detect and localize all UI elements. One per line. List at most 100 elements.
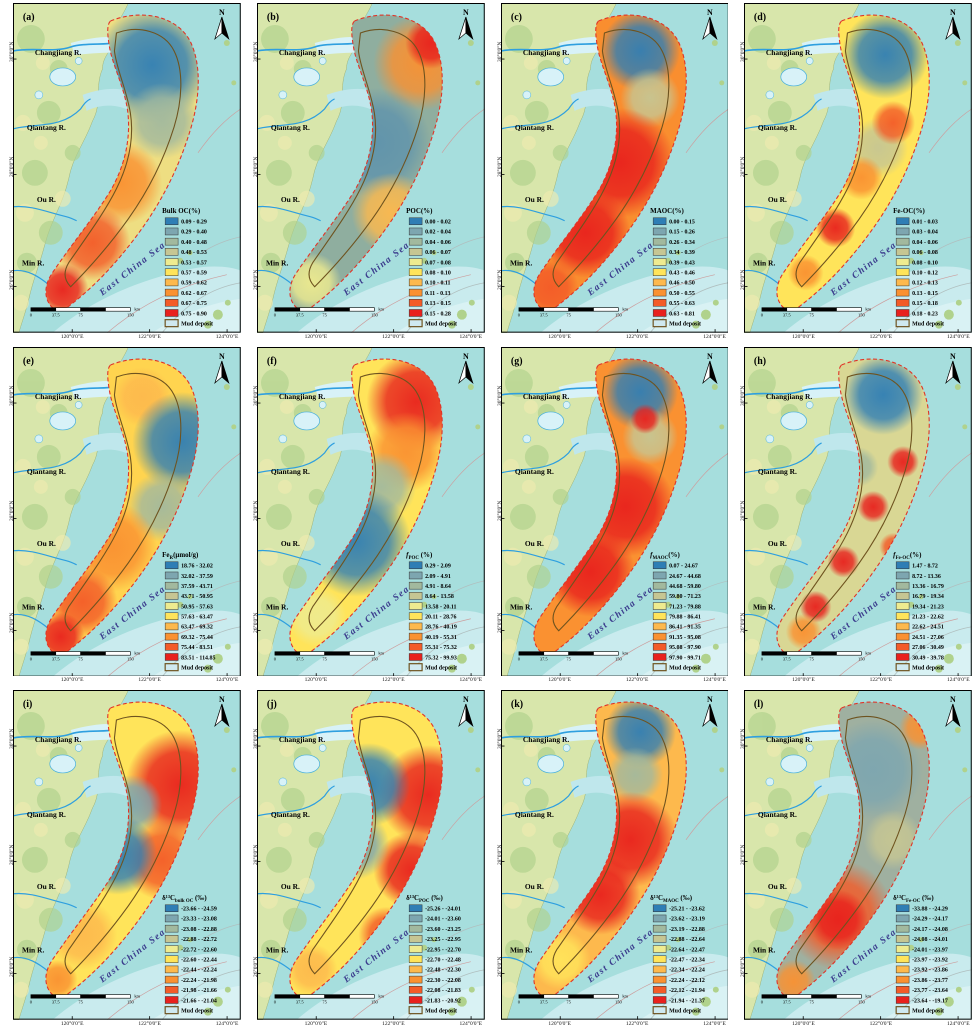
- lake: [806, 400, 814, 409]
- y-axis-ticks: 30°0'0"N 28°0'0"N 26°0'0"N: [0, 690, 15, 1020]
- taihu-lake: [293, 754, 320, 774]
- legend-label: 0.10 - 0.11: [425, 281, 450, 287]
- river-label: Changjiang R.: [279, 735, 326, 744]
- island: [944, 653, 955, 664]
- legend-title: fPOC (%): [406, 550, 433, 560]
- legend-swatch: [896, 945, 910, 954]
- legend-label: -22.24 - -21.98: [181, 978, 217, 984]
- island: [203, 320, 212, 329]
- river-label: Changjiang R.: [766, 735, 813, 744]
- map-frame: [13, 690, 241, 1020]
- panel-letter: (a): [23, 12, 35, 23]
- legend-swatch: [164, 965, 179, 974]
- north-arrow-icon: N: [457, 8, 474, 41]
- scale-bar-tick: 75: [566, 656, 571, 661]
- river-label: Ou R.: [768, 195, 787, 204]
- legend-swatch: [896, 571, 910, 579]
- legend-label: -22.60 - -22.44: [181, 958, 217, 964]
- legend-label: 4.91 - 8.64: [425, 584, 451, 590]
- legend-label: -23.97 - -23.92: [912, 958, 948, 964]
- legend-label: 0.07 - 24.67: [669, 563, 698, 569]
- map-panel-d: (d) N Changjiang R. Qiantang R. Ou R. Min R. E…: [731, 0, 975, 344]
- ou-river: [13, 205, 77, 222]
- river-label: Qiantang R.: [271, 123, 310, 132]
- legend-label: 0.55 - 0.63: [669, 301, 695, 307]
- y-tick-label: 28°0'0"N: [9, 156, 16, 178]
- x-axis-ticks: 120°0'0"E 122°0'0"E 124°0'0"E: [13, 334, 241, 344]
- legend-label: 69.32 - 75.44: [181, 635, 213, 641]
- legend: FeR(μmol/g) 18.76 - 32.02 32.02 - 37.59 37.…: [162, 550, 215, 671]
- island: [691, 320, 700, 329]
- x-axis-ticks: 120°0'0"E 122°0'0"E 124°0'0"E: [13, 677, 241, 687]
- legend-swatch: [652, 571, 666, 579]
- bathymetry-contour: [689, 923, 729, 941]
- river-label: Ou R.: [524, 195, 543, 204]
- mud-deposit-swatch: [652, 1006, 667, 1015]
- scale-bar-tick: 0: [761, 313, 764, 318]
- y-tick-label: 30°0'0"N: [9, 41, 16, 63]
- lake: [278, 434, 287, 443]
- y-axis-ticks: 30°0'0"N 28°0'0"N 26°0'0"N: [488, 3, 503, 333]
- island: [187, 250, 193, 256]
- legend-label: 16.79 - 19.34: [912, 594, 944, 600]
- legend-label: 0.39 - 0.43: [669, 260, 695, 266]
- y-axis-ticks: 30°0'0"N 28°0'0"N 26°0'0"N: [244, 347, 259, 677]
- island: [956, 987, 963, 994]
- legend-title: MAOC(%): [650, 207, 684, 215]
- x-tick-label: 120°0'0"E: [304, 1020, 328, 1027]
- legend-swatch: [408, 955, 423, 964]
- x-tick-label: 120°0'0"E: [548, 1020, 571, 1027]
- bathymetry-contour: [201, 923, 241, 941]
- island: [700, 309, 711, 320]
- scale-bar-tick: 75: [810, 313, 815, 318]
- x-tick-label: 122°0'0"E: [138, 1020, 161, 1027]
- river-label: Ou R.: [768, 882, 787, 891]
- x-tick-label: 120°0'0"E: [548, 677, 571, 684]
- map-panel-a: (a) N Changjiang R. Qiantang R. Ou R. Min R. E…: [0, 0, 244, 344]
- map-frame: [744, 346, 972, 677]
- legend-swatch: [652, 268, 666, 276]
- scale-bar-unit: km: [134, 307, 140, 312]
- scale-bar-tick: 75: [322, 656, 327, 661]
- mud-deposit-contour: [552, 716, 669, 975]
- lake: [318, 57, 327, 65]
- interpolation-boundary: [45, 14, 199, 311]
- qiantang-river: [13, 442, 91, 474]
- legend-label: 0.15 - 0.18: [912, 301, 938, 307]
- legend-label: 0.29 - 2.09: [425, 563, 451, 569]
- bathymetry-contour: [197, 452, 241, 497]
- x-tick-label: 124°0'0"E: [215, 1020, 239, 1027]
- interpolation-boundary: [532, 358, 687, 655]
- legend-label: 86.41 - 91.35: [669, 624, 701, 630]
- island: [962, 424, 968, 430]
- bathymetry-contour: [689, 236, 729, 254]
- bathymetry-contour: [197, 108, 241, 154]
- island: [447, 1007, 456, 1016]
- ou-river: [13, 893, 77, 909]
- legend-label: 0.08 - 0.10: [425, 271, 451, 277]
- lake: [562, 400, 570, 409]
- legend-swatch: [652, 612, 666, 620]
- island: [718, 80, 724, 86]
- legend-swatch: [652, 227, 666, 236]
- legend-swatch: [408, 237, 423, 246]
- river-label: Ou R.: [37, 882, 56, 891]
- scale-bar-tick: 150: [127, 1000, 134, 1005]
- river-label: Qiantang R.: [514, 467, 553, 476]
- mud-deposit-swatch: [895, 662, 910, 671]
- land-texture: [500, 24, 569, 311]
- svg-text:N: N: [219, 8, 225, 17]
- map-box: (j) N Changjiang R. Qiantang R. Ou R. Min R. E…: [256, 690, 485, 1020]
- island: [918, 937, 924, 943]
- north-arrow-icon: N: [457, 352, 474, 384]
- y-tick-label: 26°0'0"N: [252, 612, 259, 634]
- island: [212, 653, 223, 664]
- island: [700, 997, 711, 1007]
- mud-deposit-swatch: [164, 319, 179, 328]
- interpolation-boundary: [532, 14, 687, 311]
- legend: fFe-OC(%) 1.47 - 8.72 8.72 - 13.36 13.36 - …: [893, 550, 944, 671]
